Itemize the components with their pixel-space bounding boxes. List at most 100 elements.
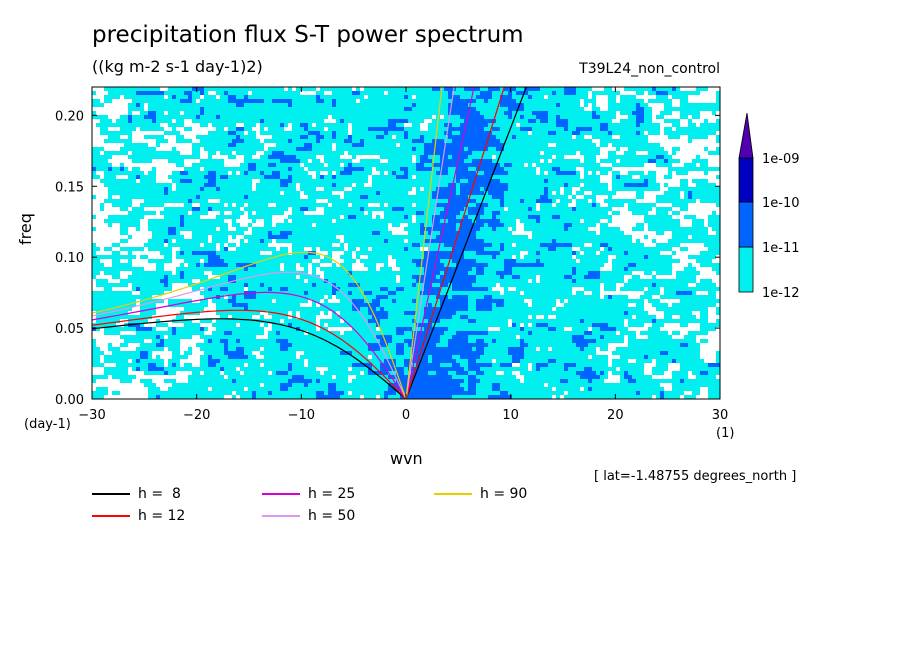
heat-cell (148, 139, 153, 144)
heat-cell (196, 207, 201, 212)
heat-cell (376, 211, 381, 216)
heat-cell (608, 191, 613, 196)
heat-cell (268, 179, 273, 184)
heat-cell (216, 175, 221, 180)
heat-cell (516, 187, 521, 192)
heat-cell (508, 159, 513, 164)
heat-cell (556, 211, 561, 216)
heat-cell (584, 87, 589, 92)
heat-cell (308, 115, 313, 120)
heat-cell (188, 151, 193, 156)
heat-cell (108, 103, 113, 108)
heat-cell (712, 195, 717, 200)
heat-cell (288, 107, 293, 112)
heat-cell (308, 135, 313, 140)
heat-cell (704, 179, 709, 184)
heat-cell (156, 163, 161, 168)
heat-cell (284, 195, 289, 200)
heat-cell (460, 123, 465, 128)
heat-cell (668, 183, 673, 188)
heat-cell (144, 139, 149, 144)
heat-cell (640, 151, 645, 156)
heat-cell (684, 139, 689, 144)
heat-cell (492, 103, 497, 108)
heat-cell (604, 199, 609, 204)
heat-cell (104, 87, 109, 92)
heat-cell (180, 195, 185, 200)
heat-cell (224, 195, 229, 200)
heat-cell (152, 183, 157, 188)
heat-cell (368, 179, 373, 184)
heat-cell (180, 107, 185, 112)
heat-cell (300, 111, 305, 116)
heat-cell (356, 175, 361, 180)
heat-cell (340, 147, 345, 152)
heat-cell (492, 111, 497, 116)
heat-cell (132, 135, 137, 140)
heat-cell (596, 199, 601, 204)
heat-cell (424, 199, 429, 204)
heat-cell (188, 171, 193, 176)
heat-cell (196, 211, 201, 216)
heat-cell (124, 91, 129, 96)
heat-cell (256, 95, 261, 100)
heat-cell (544, 211, 549, 216)
heat-cell (620, 115, 625, 120)
heat-cell (428, 207, 433, 212)
heat-cell (280, 115, 285, 120)
heat-cell (680, 159, 685, 164)
heat-cell (256, 103, 261, 108)
heat-cell (500, 211, 505, 216)
heat-cell (152, 179, 157, 184)
heat-cell (476, 151, 481, 156)
heat-cell (364, 139, 369, 144)
heat-cell (556, 195, 561, 200)
heat-cell (368, 159, 373, 164)
heat-cell (140, 203, 145, 208)
heat-cell (472, 163, 477, 168)
heat-cell (352, 135, 357, 140)
heat-cell (396, 171, 401, 176)
heat-cell (428, 107, 433, 112)
heat-cell (332, 111, 337, 116)
heat-cell (276, 163, 281, 168)
heat-cell (348, 115, 353, 120)
heat-cell (596, 187, 601, 192)
heat-cell (156, 91, 161, 96)
heat-cell (340, 87, 345, 92)
heat-cell (528, 207, 533, 212)
heat-cell (308, 103, 313, 108)
heat-cell (628, 183, 633, 188)
heat-cell (192, 207, 197, 212)
heat-cell (328, 171, 333, 176)
heat-cell (524, 127, 529, 132)
heat-cell (200, 119, 205, 124)
heat-cell (288, 111, 293, 116)
heat-cell (108, 167, 113, 172)
heat-cell (684, 131, 689, 136)
heat-cell (120, 203, 125, 208)
heat-cell (428, 179, 433, 184)
heat-cell (432, 183, 437, 188)
heat-cell (612, 103, 617, 108)
heat-cell (628, 127, 633, 132)
heat-cell (232, 91, 237, 96)
heat-cell (700, 87, 705, 92)
heat-cell (364, 119, 369, 124)
heat-cell (216, 139, 221, 144)
heat-cell (208, 143, 213, 148)
heat-cell (248, 103, 253, 108)
heat-cell (656, 103, 661, 108)
heat-cell (660, 159, 665, 164)
heat-cell (368, 99, 373, 104)
heat-cell (108, 163, 113, 168)
heat-cell (576, 135, 581, 140)
heat-cell (548, 203, 553, 208)
heat-cell (324, 139, 329, 144)
heat-cell (424, 211, 429, 216)
heat-cell (476, 207, 481, 212)
heat-cell (628, 139, 633, 144)
heat-cell (544, 155, 549, 160)
heat-cell (528, 127, 533, 132)
heat-cell (196, 119, 201, 124)
